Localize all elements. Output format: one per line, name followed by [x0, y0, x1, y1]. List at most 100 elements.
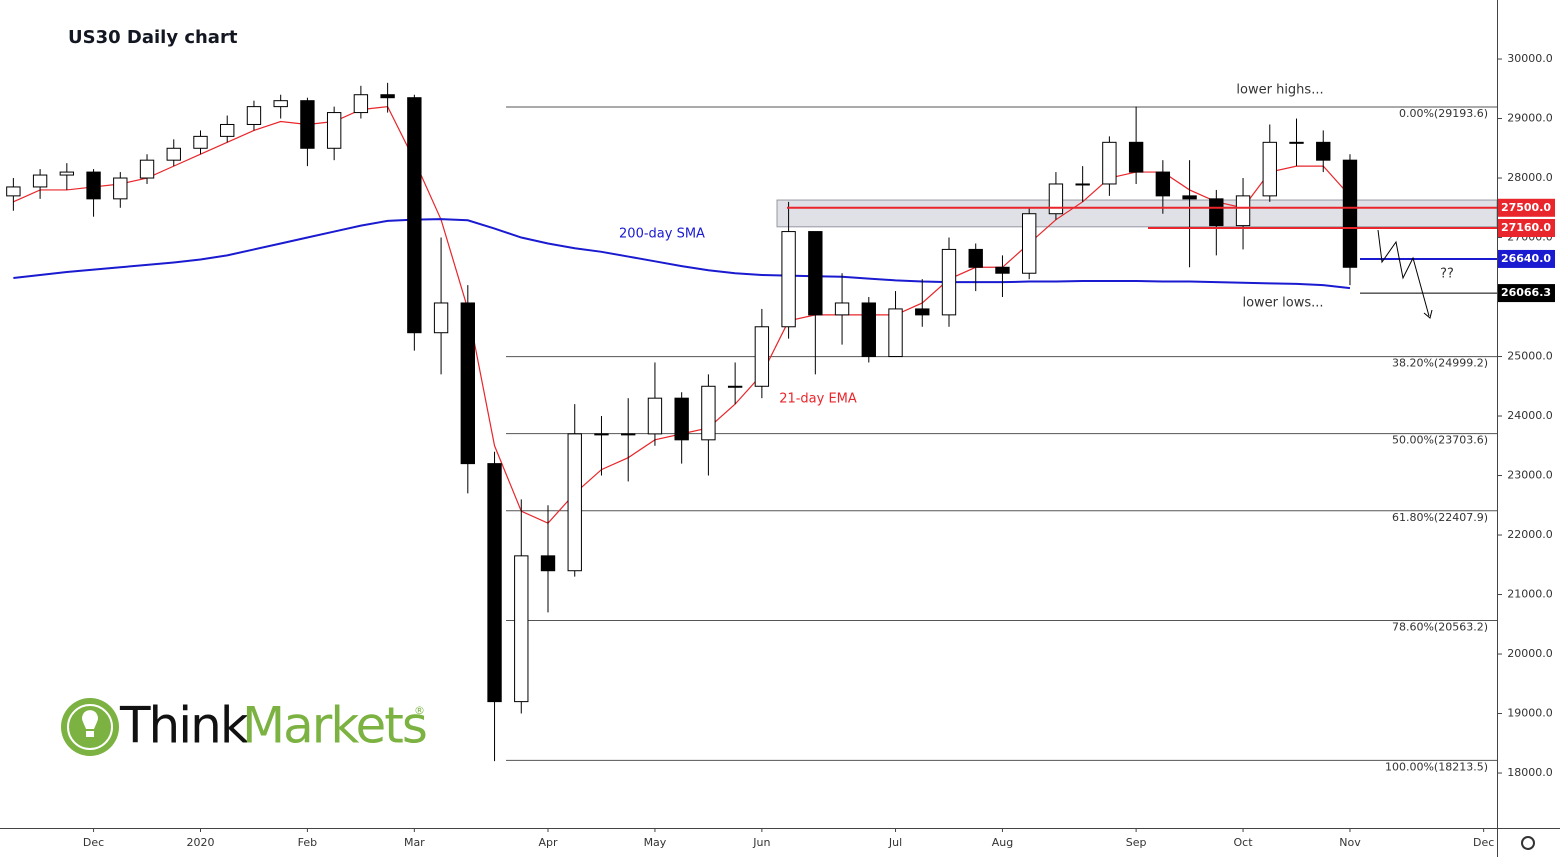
x-tick-label: Dec: [1473, 836, 1494, 849]
x-tick-label: May: [644, 836, 667, 849]
fib-label: 61.80%(22407.9): [1392, 511, 1488, 524]
candle-body: [139, 159, 155, 179]
settings-icon[interactable]: [1521, 836, 1535, 850]
x-tick-label: Apr: [538, 836, 558, 849]
fib-label: 78.60%(20563.2): [1392, 621, 1488, 634]
x-tick-label: Nov: [1339, 836, 1361, 849]
candle-body: [540, 555, 556, 572]
sma-label: 200-day SMA: [619, 227, 705, 242]
y-tick-label: 22000.0: [1507, 528, 1553, 541]
candle-body: [1075, 183, 1090, 186]
candle-body: [674, 397, 689, 441]
candle-body: [1048, 183, 1064, 215]
candle-body: [273, 100, 288, 108]
candle-body: [647, 397, 663, 435]
candle-body: [1289, 141, 1304, 144]
level-label: 26066.3: [1501, 286, 1551, 299]
y-tick-label: 28000.0: [1507, 171, 1553, 184]
y-tick-label: 23000.0: [1507, 469, 1553, 482]
candle-body: [380, 94, 395, 99]
candle-body: [86, 171, 101, 200]
candle-body: [727, 385, 743, 388]
candle-body: [1235, 195, 1251, 227]
ema-label: 21-day EMA: [779, 392, 857, 407]
logo-think: Think: [119, 697, 249, 755]
chart-title: US30 Daily chart: [68, 27, 238, 48]
x-tick-label: Mar: [404, 836, 425, 849]
logo: Think Markets ®: [61, 697, 428, 756]
candle-body: [1316, 141, 1331, 161]
annotation: lower highs...: [1236, 83, 1323, 98]
candle-body: [754, 326, 770, 387]
candle-body: [941, 248, 957, 316]
candle-body: [246, 106, 262, 125]
annotation: lower lows...: [1242, 296, 1323, 311]
y-tick-label: 29000.0: [1507, 112, 1553, 125]
candle-body: [193, 135, 208, 149]
y-tick-label: 30000.0: [1507, 52, 1553, 65]
level-label: 26640.0: [1501, 252, 1551, 265]
y-tick-label: 19000.0: [1507, 707, 1553, 720]
level-tag: [1498, 249, 1555, 268]
candle-body: [995, 266, 1010, 274]
x-tick-label: Jul: [888, 836, 902, 849]
level-tag: [1498, 284, 1555, 303]
candle-body: [594, 433, 609, 436]
fib-label: 50.00%(23703.6): [1392, 434, 1488, 447]
candle-body: [1342, 159, 1358, 268]
candle-body: [781, 231, 796, 328]
y-tick-label: 21000.0: [1507, 588, 1553, 601]
x-tick-label: Feb: [298, 836, 317, 849]
candle-body: [1209, 198, 1224, 227]
candle-body: [300, 100, 315, 149]
x-tick-label: 2020: [186, 836, 214, 849]
x-tick-label: Jun: [752, 836, 770, 849]
candle-body: [915, 308, 930, 316]
logo-markets: Markets: [242, 697, 426, 755]
candle-body: [220, 123, 235, 137]
candle-body: [59, 171, 75, 176]
candle-body: [1262, 141, 1277, 197]
candle-body: [113, 177, 128, 200]
candle-body: [1128, 141, 1144, 173]
x-tick-label: Dec: [83, 836, 104, 849]
candle-body: [514, 555, 529, 703]
ma-line: [13, 218, 1351, 290]
candle-body: [1022, 213, 1037, 274]
fib-label: 100.00%(18213.5): [1385, 760, 1488, 773]
x-tick-label: Oct: [1234, 836, 1254, 849]
candle-body: [407, 97, 422, 334]
fib-label: 38.20%(24999.2): [1392, 357, 1488, 370]
y-tick-label: 18000.0: [1507, 766, 1553, 779]
candle-body: [701, 385, 716, 441]
candle-body: [433, 302, 449, 334]
level-tag: [1498, 219, 1555, 238]
candle-body: [1182, 195, 1197, 200]
level-label: 27500.0: [1501, 201, 1551, 214]
x-tick-label: Aug: [992, 836, 1013, 849]
candle-body: [487, 463, 502, 703]
candle-body: [326, 112, 342, 149]
fib-label: 0.00%(29193.6): [1399, 107, 1488, 120]
candle-body: [621, 433, 636, 436]
candle-body: [32, 174, 48, 188]
candle-body: [1102, 141, 1117, 185]
x-tick-label: Sep: [1126, 836, 1147, 849]
projection-arrows: [1377, 229, 1433, 319]
candle-body: [460, 302, 475, 465]
annotation: ??: [1440, 267, 1454, 282]
candle-body: [968, 248, 983, 268]
candle-body: [6, 186, 21, 197]
candle-body: [1155, 171, 1171, 197]
candle-body: [166, 147, 181, 161]
resistance-zone: [776, 199, 1498, 228]
candle-body: [888, 308, 903, 358]
candle-body: [353, 94, 369, 114]
candle-body: [567, 433, 582, 572]
level-label: 27160.0: [1501, 221, 1551, 234]
level-tag: [1498, 198, 1555, 217]
candle-body: [808, 231, 823, 316]
y-tick-label: 24000.0: [1507, 409, 1553, 422]
y-tick-label: 20000.0: [1507, 647, 1553, 660]
